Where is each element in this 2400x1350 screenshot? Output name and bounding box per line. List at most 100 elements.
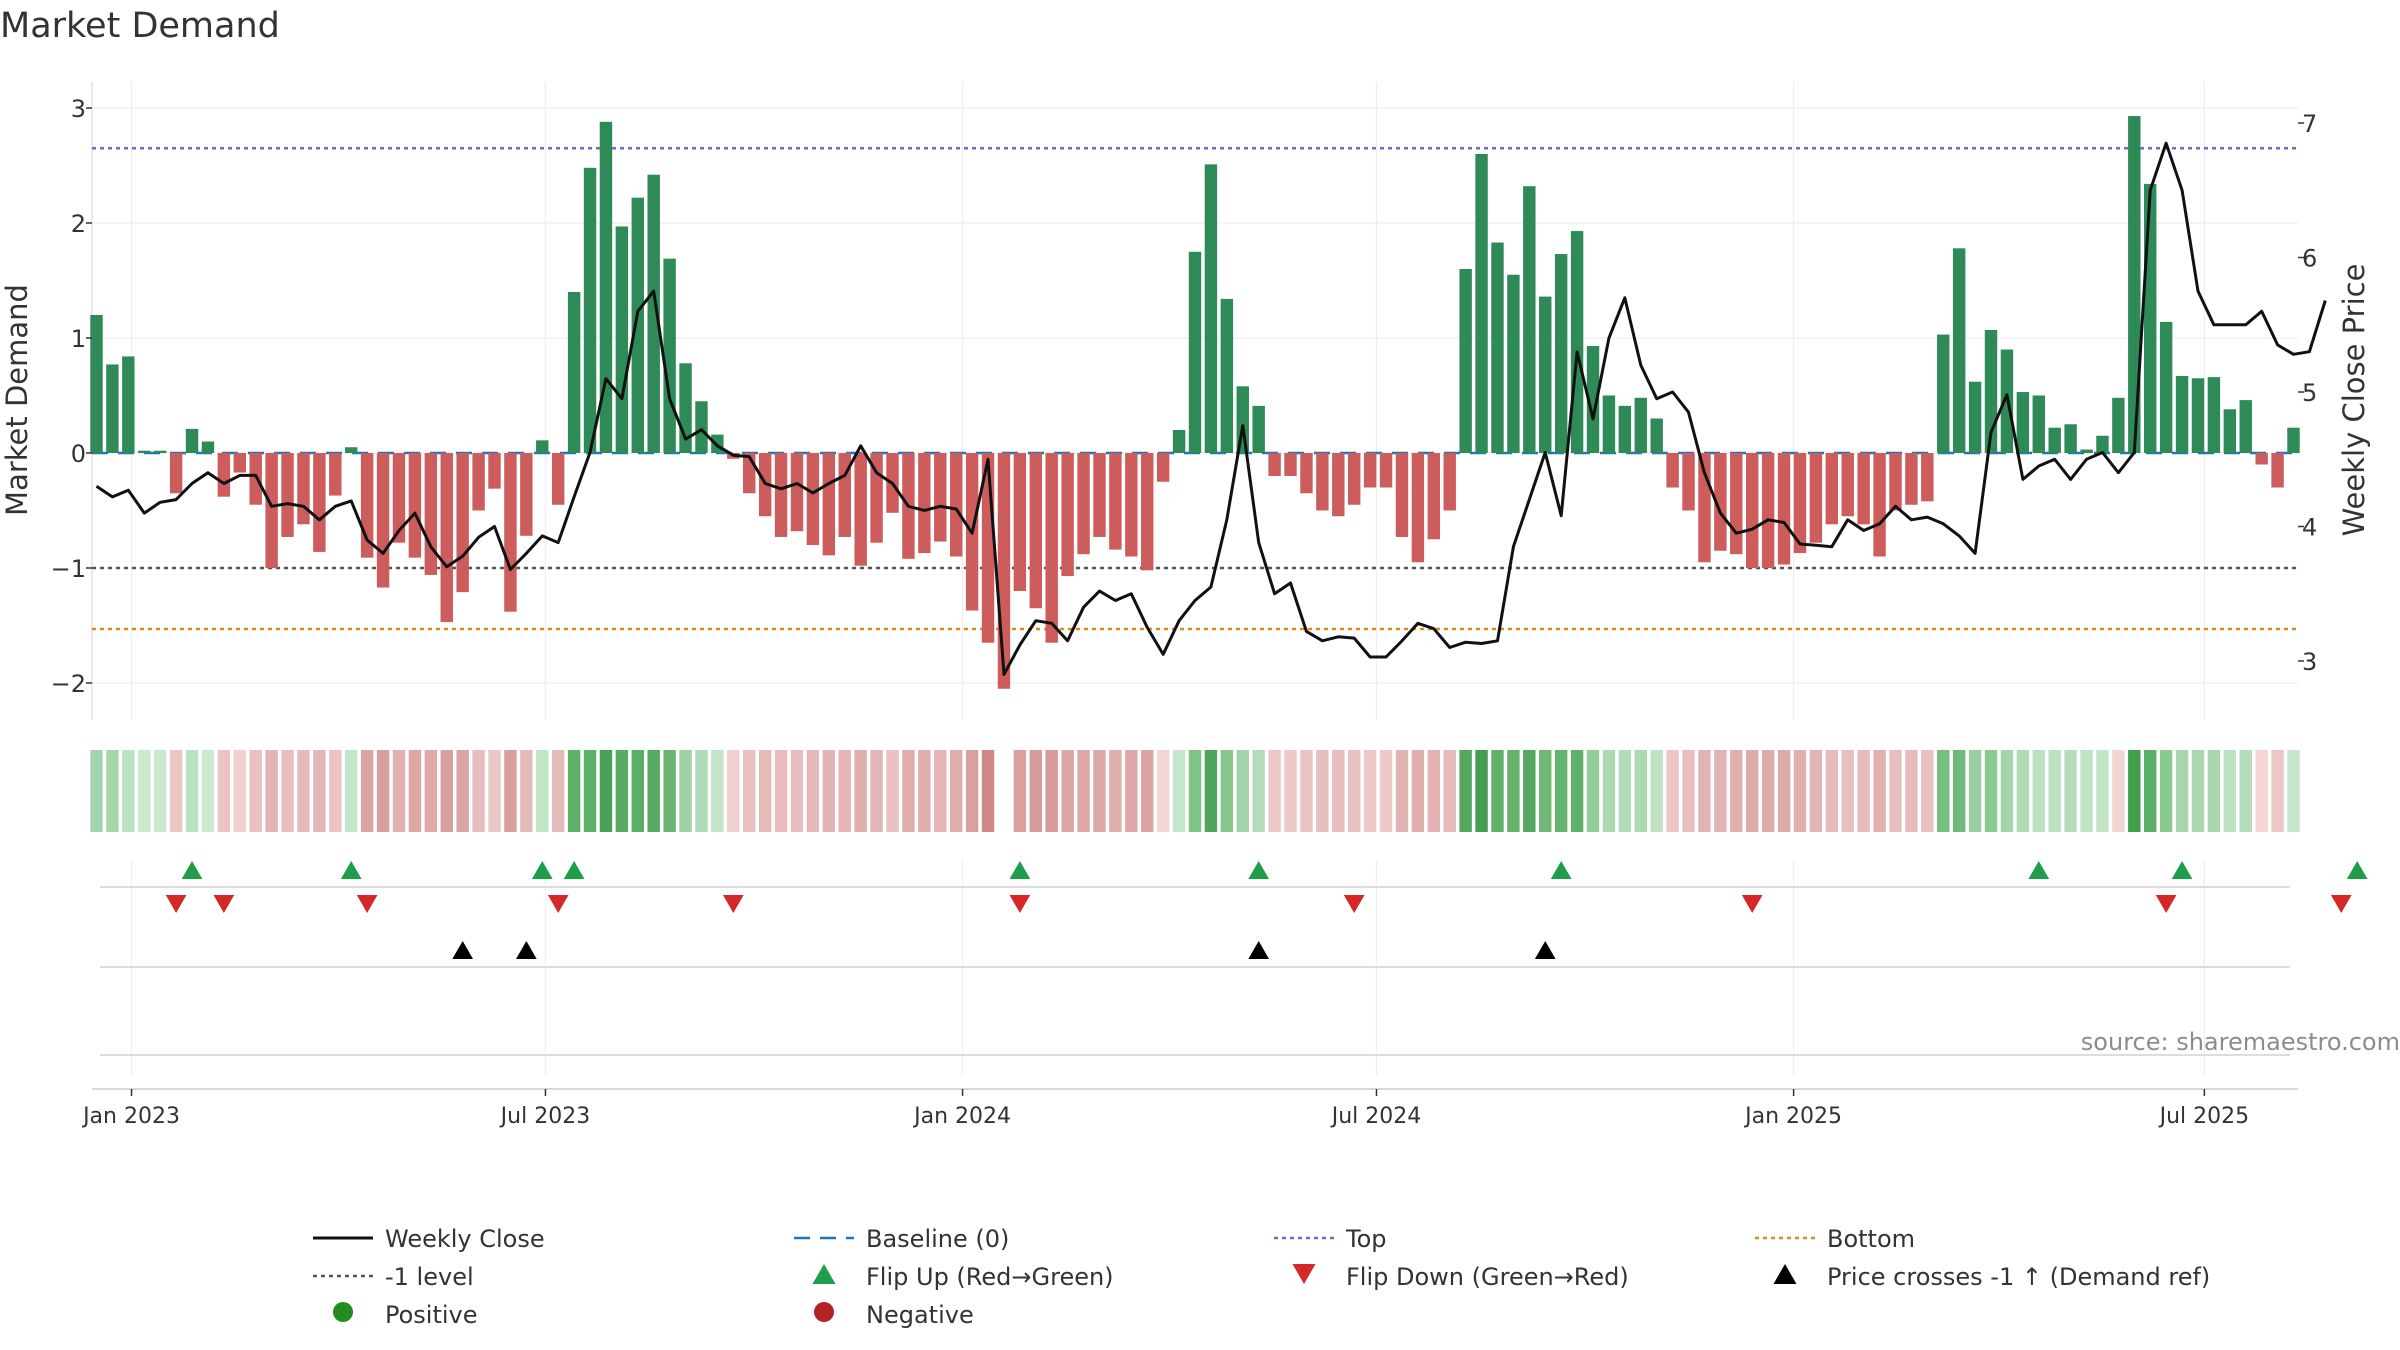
color-strip-cell bbox=[2191, 750, 2205, 832]
color-strip-cell bbox=[1984, 750, 1998, 832]
demand-bar bbox=[2080, 449, 2093, 453]
color-strip-cell bbox=[1857, 750, 1870, 832]
color-strip-cell bbox=[949, 750, 963, 832]
demand-bar bbox=[1332, 453, 1345, 517]
demand-bar bbox=[1602, 395, 1616, 453]
demand-bar bbox=[838, 453, 851, 537]
color-strip-cell bbox=[1746, 750, 1759, 832]
demand-bar bbox=[1586, 346, 1600, 453]
color-strip-cell bbox=[1204, 750, 1218, 832]
color-strip-cell bbox=[2064, 750, 2077, 832]
demand-bar bbox=[1156, 453, 1170, 482]
y2-tick-label: 4 bbox=[2302, 514, 2317, 542]
demand-bar bbox=[1379, 453, 1393, 488]
x-tick-label: Jan 2025 bbox=[1743, 1104, 1842, 1129]
demand-bar bbox=[1268, 453, 1281, 476]
demand-bar bbox=[1411, 453, 1425, 563]
flip-down-marker bbox=[722, 895, 744, 913]
demand-bar bbox=[1347, 453, 1361, 505]
demand-bar bbox=[297, 453, 310, 525]
demand-bar bbox=[1172, 430, 1186, 453]
demand-bar bbox=[424, 453, 438, 575]
demand-bar bbox=[663, 258, 676, 453]
color-strip-cell bbox=[153, 750, 167, 832]
color-strip-cell bbox=[472, 750, 485, 832]
color-strip-cell bbox=[1841, 750, 1854, 832]
demand-bar bbox=[1507, 274, 1520, 453]
demand-bar bbox=[1316, 453, 1329, 511]
color-strip-cell bbox=[1650, 750, 1663, 832]
legend-label: Bottom bbox=[1827, 1225, 1915, 1253]
color-strip-cell bbox=[1602, 750, 1616, 832]
color-strip-cell bbox=[1268, 750, 1281, 832]
demand-bar bbox=[1029, 453, 1043, 609]
demand-bar bbox=[504, 453, 517, 612]
demand-bar bbox=[1777, 453, 1791, 565]
demand-bar bbox=[806, 453, 820, 545]
demand-bar bbox=[822, 453, 836, 556]
demand-bar bbox=[1682, 453, 1695, 511]
color-strip-cell bbox=[1507, 750, 1520, 832]
color-strip-cell bbox=[1618, 750, 1632, 832]
legend-item: Weekly Close bbox=[313, 1225, 545, 1253]
color-strip-cell bbox=[2175, 750, 2189, 832]
demand-bar bbox=[313, 453, 326, 552]
color-strip-cell bbox=[1682, 750, 1695, 832]
legend-swatch-circle bbox=[333, 1302, 353, 1322]
legend-swatch-triangle-up bbox=[812, 1264, 836, 1284]
demand-bar bbox=[1650, 418, 1663, 453]
legend-item: Positive bbox=[333, 1301, 478, 1329]
color-strip-cell bbox=[1475, 750, 1488, 832]
demand-bar bbox=[1459, 269, 1472, 453]
demand-bar bbox=[1077, 453, 1090, 555]
color-strip-cell bbox=[1077, 750, 1090, 832]
flip-up-marker bbox=[1550, 861, 1572, 879]
x-axis-ticks: Jan 2023 Jul 2023 Jan 2024 Jul 2024 Jan 2025… bbox=[81, 1089, 2249, 1129]
color-strip-cell bbox=[1125, 750, 1138, 832]
color-strip-cell bbox=[1363, 750, 1377, 832]
demand-bar bbox=[90, 315, 103, 453]
color-strip-cell bbox=[2096, 750, 2109, 832]
color-strip-cell bbox=[329, 750, 342, 832]
demand-bar bbox=[2271, 453, 2284, 488]
demand-bar bbox=[567, 292, 581, 453]
demand-bar bbox=[1570, 231, 1584, 453]
demand-bar bbox=[949, 453, 963, 557]
demand-bar bbox=[2159, 321, 2173, 453]
demand-bar bbox=[1443, 453, 1456, 511]
color-strip-cell bbox=[1332, 750, 1345, 832]
legend-swatch-triangle-up bbox=[1773, 1264, 1797, 1284]
color-strip-cell bbox=[1300, 750, 1313, 832]
demand-bar bbox=[1013, 453, 1027, 591]
flip-down-marker bbox=[213, 895, 235, 913]
flip-markers-panel bbox=[100, 861, 2368, 913]
color-strip-cell bbox=[297, 750, 310, 832]
demand-bar bbox=[1475, 154, 1488, 453]
demand-bar bbox=[1952, 248, 1966, 453]
color-strip-cell bbox=[1825, 750, 1839, 832]
y2-tick-label: 3 bbox=[2302, 648, 2317, 676]
legend-label: -1 level bbox=[385, 1263, 474, 1291]
color-strip-cell bbox=[138, 750, 151, 832]
y2-tick-label: 5 bbox=[2302, 379, 2317, 407]
demand-bar bbox=[2287, 427, 2300, 453]
color-strip-cell bbox=[1968, 750, 1982, 832]
demand-bar bbox=[1363, 453, 1377, 488]
color-strip-cell bbox=[631, 750, 644, 832]
color-strip-cell bbox=[392, 750, 406, 832]
demand-bar bbox=[1905, 453, 1918, 505]
color-strip-cell bbox=[679, 750, 692, 832]
color-strip-cell bbox=[1730, 750, 1743, 832]
color-strip-cell bbox=[2207, 750, 2221, 832]
color-strip-cell bbox=[520, 750, 533, 832]
demand-bar bbox=[1825, 453, 1839, 525]
y-tick-label: 2 bbox=[71, 210, 86, 238]
demand-bar bbox=[1873, 453, 1886, 557]
legend-label: Baseline (0) bbox=[866, 1225, 1009, 1253]
flip-up-marker bbox=[2346, 861, 2368, 879]
demand-bar bbox=[774, 453, 788, 537]
demand-bar bbox=[997, 453, 1011, 689]
demand-bar bbox=[153, 450, 167, 453]
demand-bar bbox=[1921, 453, 1934, 502]
price-cross-marker bbox=[515, 941, 537, 959]
